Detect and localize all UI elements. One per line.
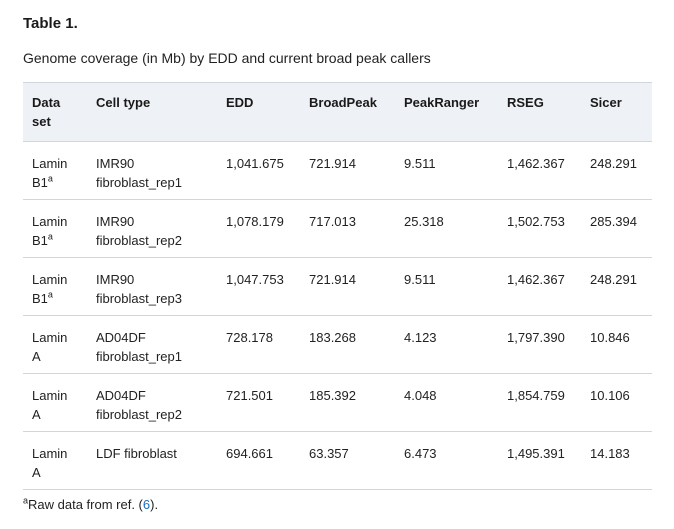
cell-dataset: Lamin A xyxy=(23,373,87,432)
cell-type-line1: LDF fibroblast xyxy=(96,446,177,461)
dataset-line2: B1 xyxy=(32,175,48,190)
header-edd: EDD xyxy=(217,82,300,142)
table-row: Lamin A AD04DF fibroblast_rep1 728.178 183.26… xyxy=(23,315,652,374)
cell-cell-type: AD04DF fibroblast_rep2 xyxy=(87,373,217,432)
cell-type-line1: IMR90 xyxy=(96,272,135,287)
header-dataset-line1: Data xyxy=(32,95,61,110)
dataset-line2: A xyxy=(32,465,41,480)
footnote-text-after: ). xyxy=(150,497,159,512)
cell-cell-type: AD04DF fibroblast_rep1 xyxy=(87,315,217,374)
header-broadpeak: BroadPeak xyxy=(300,82,395,142)
cell-peakranger: 9.511 xyxy=(395,257,498,316)
cell-broadpeak: 721.914 xyxy=(300,257,395,316)
cell-cell-type: IMR90 fibroblast_rep3 xyxy=(87,257,217,316)
cell-cell-type: IMR90 fibroblast_rep1 xyxy=(87,141,217,200)
cell-edd: 1,078.179 xyxy=(217,199,300,258)
cell-type-line1: IMR90 xyxy=(96,214,135,229)
header-dataset-line2: set xyxy=(32,114,51,129)
cell-broadpeak: 63.357 xyxy=(300,431,395,490)
cell-sicer: 10.846 xyxy=(581,315,652,374)
cell-edd: 728.178 xyxy=(217,315,300,374)
cell-peakranger: 4.123 xyxy=(395,315,498,374)
cell-edd: 694.661 xyxy=(217,431,300,490)
dataset-line1: Lamin xyxy=(32,446,68,461)
cell-edd: 721.501 xyxy=(217,373,300,432)
cell-rseg: 1,797.390 xyxy=(498,315,581,374)
dataset-line2: A xyxy=(32,349,41,364)
cell-sicer: 285.394 xyxy=(581,199,652,258)
cell-dataset: Lamin A xyxy=(23,315,87,374)
table-row: Lamin B1a IMR90 fibroblast_rep3 1,047.753 721… xyxy=(23,257,652,316)
cell-peakranger: 25.318 xyxy=(395,199,498,258)
footnote-text-before: Raw data from ref. ( xyxy=(28,497,143,512)
table-row: Lamin A LDF fibroblast 694.661 63.357 6.473 1,… xyxy=(23,431,652,490)
dataset-line2: A xyxy=(32,407,41,422)
dataset-line2: B1 xyxy=(32,233,48,248)
cell-dataset: Lamin B1a xyxy=(23,257,87,316)
cell-edd: 1,047.753 xyxy=(217,257,300,316)
cell-type-line1: AD04DF xyxy=(96,330,146,345)
table-row: Lamin B1a IMR90 fibroblast_rep1 1,041.675 721… xyxy=(23,141,652,200)
cell-dataset: Lamin A xyxy=(23,431,87,490)
cell-dataset: Lamin B1a xyxy=(23,141,87,200)
cell-sicer: 248.291 xyxy=(581,141,652,200)
dataset-line2: B1 xyxy=(32,291,48,306)
cell-type-line2: fibroblast_rep3 xyxy=(96,291,182,306)
dataset-line1: Lamin xyxy=(32,272,68,287)
table-row: Lamin B1a IMR90 fibroblast_rep2 1,078.179 717… xyxy=(23,199,652,258)
dataset-line1: Lamin xyxy=(32,330,68,345)
cell-sicer: 10.106 xyxy=(581,373,652,432)
cell-peakranger: 9.511 xyxy=(395,141,498,200)
cell-type-line2: fibroblast_rep1 xyxy=(96,349,182,364)
dataset-footnote-marker: a xyxy=(47,173,53,184)
cell-sicer: 248.291 xyxy=(581,257,652,316)
coverage-table: Data set Cell type EDD BroadPeak PeakRan… xyxy=(23,82,652,490)
reference-link[interactable]: 6 xyxy=(142,497,151,512)
cell-rseg: 1,495.391 xyxy=(498,431,581,490)
cell-peakranger: 4.048 xyxy=(395,373,498,432)
dataset-footnote-marker: a xyxy=(47,289,53,300)
cell-type-line2: fibroblast_rep2 xyxy=(96,233,182,248)
cell-cell-type: LDF fibroblast xyxy=(87,431,217,490)
cell-broadpeak: 721.914 xyxy=(300,141,395,200)
header-sicer: Sicer xyxy=(581,82,652,142)
header-dataset: Data set xyxy=(23,82,87,142)
dataset-line1: Lamin xyxy=(32,388,68,403)
cell-peakranger: 6.473 xyxy=(395,431,498,490)
cell-rseg: 1,502.753 xyxy=(498,199,581,258)
table-caption: Genome coverage (in Mb) by EDD and curre… xyxy=(23,50,431,66)
header-peakranger: PeakRanger xyxy=(395,82,498,142)
cell-type-line2: fibroblast_rep2 xyxy=(96,407,182,422)
cell-broadpeak: 717.013 xyxy=(300,199,395,258)
cell-type-line1: IMR90 xyxy=(96,156,135,171)
cell-dataset: Lamin B1a xyxy=(23,199,87,258)
cell-cell-type: IMR90 fibroblast_rep2 xyxy=(87,199,217,258)
cell-rseg: 1,462.367 xyxy=(498,141,581,200)
header-cell-type: Cell type xyxy=(87,82,217,142)
cell-broadpeak: 183.268 xyxy=(300,315,395,374)
dataset-line1: Lamin xyxy=(32,214,68,229)
table-footnote: aRaw data from ref. (6). xyxy=(23,495,159,512)
cell-type-line2: fibroblast_rep1 xyxy=(96,175,182,190)
header-rseg: RSEG xyxy=(498,82,581,142)
cell-sicer: 14.183 xyxy=(581,431,652,490)
header-row: Data set Cell type EDD BroadPeak PeakRan… xyxy=(23,82,652,142)
cell-rseg: 1,854.759 xyxy=(498,373,581,432)
dataset-line1: Lamin xyxy=(32,156,68,171)
cell-broadpeak: 185.392 xyxy=(300,373,395,432)
cell-edd: 1,041.675 xyxy=(217,141,300,200)
cell-rseg: 1,462.367 xyxy=(498,257,581,316)
table-row: Lamin A AD04DF fibroblast_rep2 721.501 185.39… xyxy=(23,373,652,432)
dataset-footnote-marker: a xyxy=(47,231,53,242)
table-title: Table 1. xyxy=(23,15,78,32)
cell-type-line1: AD04DF xyxy=(96,388,146,403)
footnote-marker: a xyxy=(23,495,29,506)
